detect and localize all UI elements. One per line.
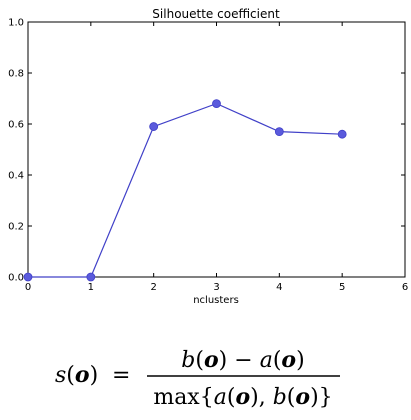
formula-denominator: max{a(o), b(o)} — [153, 384, 332, 410]
x-tick-label: 4 — [276, 282, 282, 293]
denominator-func: max — [153, 385, 200, 410]
data-point — [274, 127, 284, 137]
axis-ticks: 0 1 2 3 4 5 6 0.0 0.2 0.4 0.6 0.8 1.0 — [8, 18, 408, 294]
formula-lhs-name: s — [55, 363, 66, 388]
x-tick-label: 6 — [402, 282, 408, 293]
denominator-a-name: a — [214, 385, 227, 410]
chart-title: Silhouette coefficient — [152, 7, 280, 21]
data-point — [212, 99, 221, 108]
x-tick-label: 3 — [213, 282, 219, 293]
x-tick-label: 2 — [150, 282, 156, 293]
data-point — [23, 272, 33, 282]
chart-canvas: Silhouette coefficient nclusters 0 1 2 3 4 5 6… — [8, 7, 408, 306]
silhouette-formula: s(o) = b(o) − a(o) max{a(o), b(o)} — [0, 330, 411, 420]
formula-equals: = — [112, 363, 130, 388]
numerator-b-name: b — [181, 348, 195, 373]
x-tick-label: 0 — [25, 282, 31, 293]
plot-area — [27, 21, 406, 278]
x-tick-label: 5 — [339, 282, 345, 293]
numerator-a-name: a — [260, 348, 273, 373]
y-tick-label: 0.6 — [8, 120, 24, 131]
x-axis-label: nclusters — [193, 295, 239, 306]
numerator-minus: − — [234, 348, 252, 373]
denominator-b-name: b — [273, 385, 287, 410]
formula-lhs: s(o) — [55, 362, 98, 388]
data-point — [86, 272, 96, 282]
formula-lhs-var: o — [75, 362, 90, 388]
y-tick-label: 1.0 — [8, 18, 24, 29]
y-tick-label: 0.8 — [8, 69, 24, 80]
y-tick-label: 0.2 — [8, 222, 24, 233]
data-point — [149, 122, 159, 131]
numerator-a-var: o — [281, 347, 296, 373]
series-layer — [23, 99, 347, 282]
denominator-a-var: o — [235, 384, 250, 410]
y-tick-label: 0.4 — [8, 171, 24, 182]
formula-numerator: b(o) − a(o) — [181, 347, 304, 373]
denominator-b-var: o — [295, 384, 310, 410]
y-tick-label: 0.0 — [8, 273, 24, 284]
silhouette-chart: Silhouette coefficient nclusters 0 1 2 3 4 5 6… — [8, 7, 408, 306]
formula-canvas: s(o) = b(o) − a(o) max{a(o), b(o)} — [55, 347, 340, 410]
x-tick-label: 1 — [88, 282, 94, 293]
data-point — [337, 129, 347, 139]
numerator-b-var: o — [204, 347, 219, 373]
series-line — [28, 102, 343, 278]
